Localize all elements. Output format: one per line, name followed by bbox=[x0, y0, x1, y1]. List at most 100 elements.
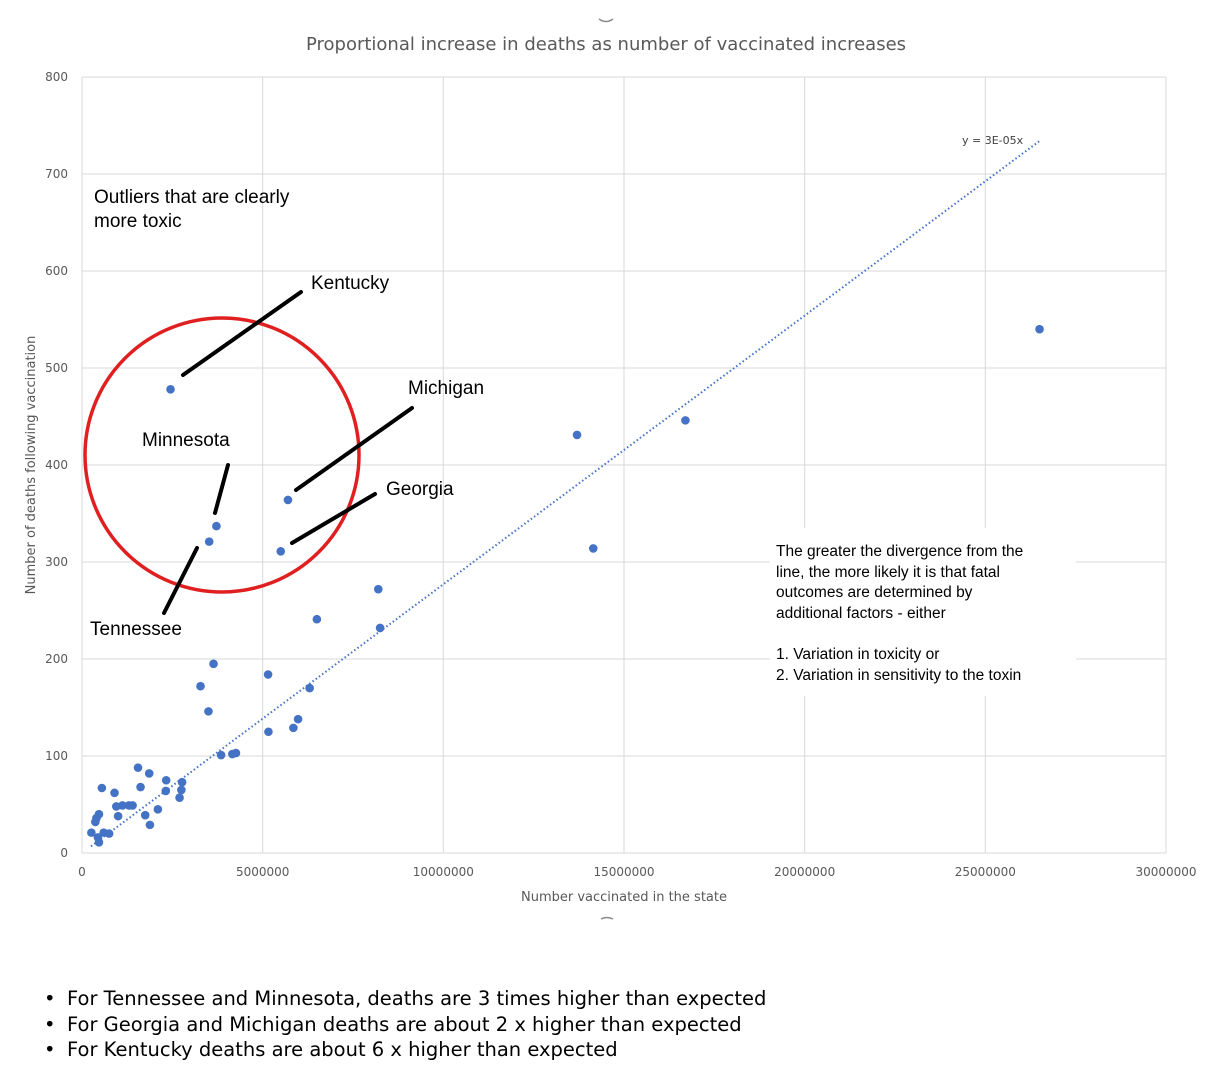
data-point bbox=[375, 623, 385, 633]
bullet-item: • For Tennessee and Minnesota, deaths are… bbox=[42, 986, 766, 1012]
x-tick-label: 10000000 bbox=[413, 865, 474, 879]
divergence-note-line: line, the more likely it is that fatal bbox=[776, 564, 1000, 581]
y-tick-label: 500 bbox=[45, 361, 68, 375]
data-point bbox=[110, 788, 119, 798]
divergence-note-box bbox=[770, 528, 1076, 696]
data-point bbox=[572, 430, 582, 440]
x-tick-label: 0 bbox=[78, 865, 86, 879]
data-point bbox=[104, 829, 114, 838]
y-tick-label: 200 bbox=[45, 652, 68, 666]
data-point bbox=[175, 793, 184, 803]
data-point bbox=[87, 828, 96, 837]
data-point bbox=[161, 786, 171, 796]
georgia-label: Georgia bbox=[386, 479, 454, 500]
data-point bbox=[276, 547, 286, 556]
chart-title: Proportional increase in deaths as numbe… bbox=[306, 34, 906, 55]
georgia-callout-line bbox=[290, 492, 377, 545]
y-tick-label: 800 bbox=[45, 70, 68, 84]
x-tick-label: 5000000 bbox=[236, 865, 289, 879]
grid bbox=[81, 76, 1167, 854]
tennessee-callout-line bbox=[162, 546, 199, 615]
data-point bbox=[94, 838, 104, 847]
x-tick-label: 15000000 bbox=[593, 865, 654, 879]
data-point bbox=[289, 723, 298, 733]
callout-lines bbox=[162, 290, 414, 615]
y-tick-label: 400 bbox=[45, 458, 68, 472]
data-point bbox=[204, 707, 213, 716]
bullet-text: For Kentucky deaths are about 6 x higher… bbox=[67, 1038, 618, 1061]
top-arc-decoration bbox=[598, 18, 614, 23]
summary-bullets: • For Tennessee and Minnesota, deaths are… bbox=[42, 986, 766, 1063]
data-point bbox=[196, 681, 205, 691]
outlier-circle bbox=[83, 316, 361, 594]
bottom-arc-decoration bbox=[600, 916, 614, 920]
data-point bbox=[97, 783, 107, 793]
bullet-marker: • bbox=[44, 1012, 56, 1036]
data-point bbox=[145, 820, 155, 830]
data-point bbox=[263, 670, 273, 679]
x-axis-ticks: 0 5000000 10000000 15000000 20000000 25000000… bbox=[78, 865, 1196, 879]
data-point bbox=[204, 537, 214, 546]
kentucky-label: Kentucky bbox=[311, 273, 390, 294]
data-point bbox=[212, 521, 221, 531]
data-point bbox=[166, 385, 175, 394]
divergence-note-line: additional factors - either bbox=[776, 605, 946, 622]
data-point bbox=[144, 769, 154, 778]
minnesota-callout-line bbox=[213, 463, 230, 515]
michigan-callout-line bbox=[294, 406, 414, 492]
divergence-note-line: The greater the divergence from the bbox=[776, 543, 1023, 560]
data-point bbox=[209, 659, 218, 669]
y-tick-label: 300 bbox=[45, 555, 68, 569]
data-point bbox=[681, 416, 690, 425]
divergence-note-line: outcomes are determined by bbox=[776, 584, 973, 601]
data-point bbox=[264, 727, 273, 737]
data-point bbox=[305, 683, 314, 693]
data-point bbox=[133, 763, 143, 772]
bullet-marker: • bbox=[44, 987, 56, 1010]
data-point bbox=[140, 810, 150, 820]
x-tick-label: 30000000 bbox=[1135, 865, 1196, 879]
data-point bbox=[161, 775, 171, 785]
scatter-chart: Proportional increase in deaths as numbe… bbox=[24, 18, 1197, 920]
bullet-item: • For Kentucky deaths are about 6 x highe… bbox=[42, 1037, 766, 1063]
data-point bbox=[153, 805, 163, 814]
data-point bbox=[136, 782, 145, 792]
tennessee-label: Tennessee bbox=[90, 619, 182, 640]
y-axis-ticks: 0 100 200 300 400 500 600 700 800 bbox=[45, 70, 68, 860]
data-point bbox=[312, 614, 322, 624]
data-point bbox=[588, 544, 598, 553]
y-tick-label: 0 bbox=[60, 846, 68, 860]
minnesota-label: Minnesota bbox=[142, 430, 230, 451]
data-point bbox=[113, 811, 123, 821]
y-tick-label: 700 bbox=[45, 167, 68, 181]
trendline bbox=[90, 140, 1041, 848]
x-tick-label: 25000000 bbox=[955, 865, 1016, 879]
bullet-text: For Georgia and Michigan deaths are abou… bbox=[67, 1012, 742, 1036]
divergence-note-line: 2. Variation in sensitivity to the toxin bbox=[776, 667, 1021, 684]
x-tick-label: 20000000 bbox=[774, 865, 835, 879]
data-point bbox=[293, 714, 303, 724]
data-point bbox=[231, 748, 241, 758]
kentucky-callout-line bbox=[181, 290, 303, 377]
divergence-note-line: 1. Variation in toxicity or bbox=[776, 646, 939, 663]
bullet-text: For Tennessee and Minnesota, deaths are … bbox=[67, 987, 767, 1010]
data-point bbox=[216, 750, 226, 760]
data-points bbox=[87, 324, 1044, 847]
michigan-label: Michigan bbox=[408, 378, 484, 399]
data-point bbox=[128, 801, 137, 810]
data-point bbox=[283, 495, 293, 505]
x-axis-title: Number vaccinated in the state bbox=[521, 890, 727, 905]
data-point bbox=[1035, 324, 1044, 334]
outliers-note-line-1: Outliers that are clearly bbox=[94, 187, 290, 208]
y-axis-title: Number of deaths following vaccination bbox=[24, 336, 39, 595]
data-point bbox=[94, 809, 104, 819]
y-tick-label: 100 bbox=[45, 749, 68, 763]
bullet-item: • For Georgia and Michigan deaths are abo… bbox=[42, 1012, 766, 1038]
data-point bbox=[177, 785, 186, 795]
bullet-marker: • bbox=[44, 1038, 56, 1061]
y-tick-label: 600 bbox=[45, 264, 68, 278]
data-point bbox=[177, 777, 187, 787]
data-point bbox=[118, 801, 127, 810]
divergence-note: The greater the divergence from the line… bbox=[776, 543, 1023, 684]
data-point bbox=[373, 584, 383, 594]
